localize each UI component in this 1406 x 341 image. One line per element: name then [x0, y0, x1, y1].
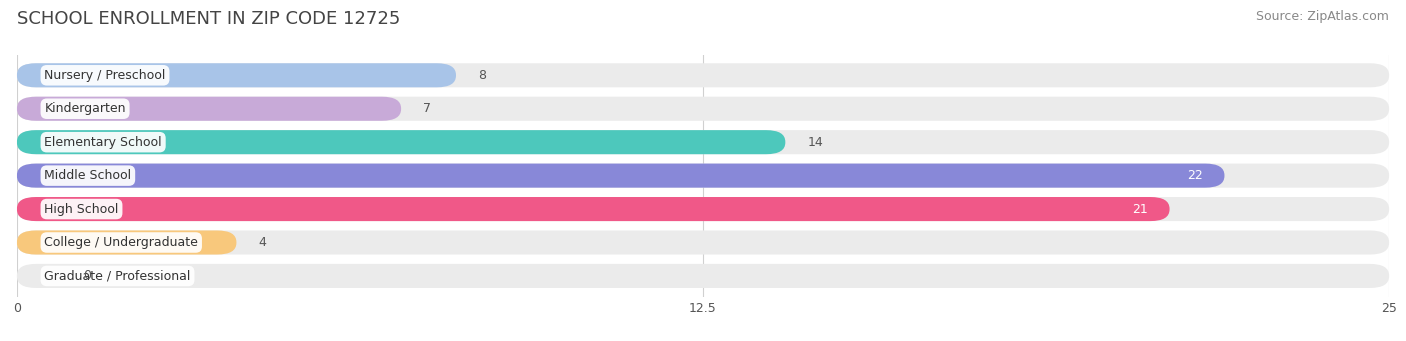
Text: 4: 4	[259, 236, 266, 249]
Text: SCHOOL ENROLLMENT IN ZIP CODE 12725: SCHOOL ENROLLMENT IN ZIP CODE 12725	[17, 10, 401, 28]
Text: Middle School: Middle School	[45, 169, 131, 182]
Text: 8: 8	[478, 69, 486, 82]
FancyBboxPatch shape	[17, 197, 1170, 221]
Text: Graduate / Professional: Graduate / Professional	[45, 269, 191, 282]
Text: 7: 7	[423, 102, 432, 115]
Text: 14: 14	[807, 136, 823, 149]
FancyBboxPatch shape	[17, 164, 1389, 188]
Text: 21: 21	[1132, 203, 1147, 216]
FancyBboxPatch shape	[17, 97, 1389, 121]
Text: Source: ZipAtlas.com: Source: ZipAtlas.com	[1256, 10, 1389, 23]
Text: College / Undergraduate: College / Undergraduate	[45, 236, 198, 249]
Text: 0: 0	[83, 269, 91, 282]
FancyBboxPatch shape	[17, 197, 1389, 221]
FancyBboxPatch shape	[17, 130, 786, 154]
FancyBboxPatch shape	[17, 63, 1389, 87]
FancyBboxPatch shape	[17, 231, 236, 254]
FancyBboxPatch shape	[17, 97, 401, 121]
FancyBboxPatch shape	[17, 164, 1225, 188]
FancyBboxPatch shape	[17, 63, 456, 87]
Text: Kindergarten: Kindergarten	[45, 102, 125, 115]
Text: 22: 22	[1187, 169, 1202, 182]
Text: Elementary School: Elementary School	[45, 136, 162, 149]
FancyBboxPatch shape	[17, 231, 1389, 254]
FancyBboxPatch shape	[17, 130, 1389, 154]
FancyBboxPatch shape	[17, 264, 1389, 288]
Text: High School: High School	[45, 203, 118, 216]
Text: Nursery / Preschool: Nursery / Preschool	[45, 69, 166, 82]
